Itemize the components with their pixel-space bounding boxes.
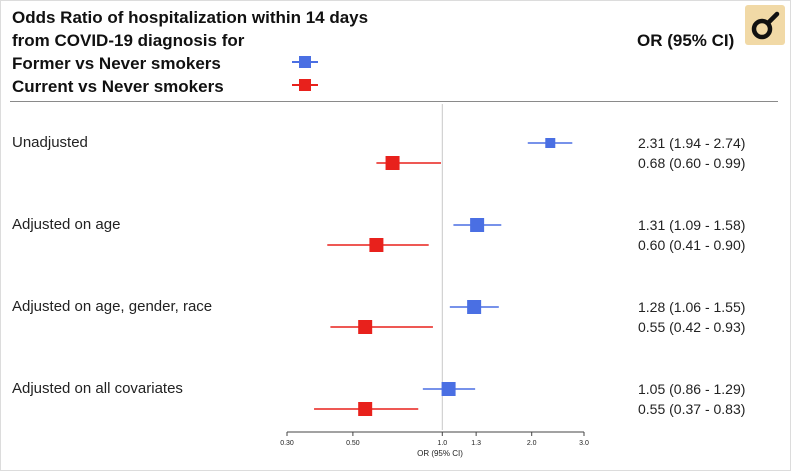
x-tick-label: 0.50 — [346, 440, 360, 447]
or-value-text: 1.28 (1.06 - 1.55) — [638, 299, 746, 315]
or-point — [358, 320, 373, 334]
or-value-text: 0.60 (0.41 - 0.90) — [638, 237, 746, 253]
magnifier-icon — [745, 5, 785, 45]
or-point — [545, 138, 556, 148]
chart-title-line-1: Odds Ratio of hospitalization within 14 … — [12, 8, 369, 27]
or-column-header: OR (95% CI) — [637, 31, 735, 50]
or-value-text: 0.68 (0.60 - 0.99) — [638, 155, 746, 171]
or-value-text: 0.55 (0.42 - 0.93) — [638, 319, 746, 335]
legend-label-former: Former vs Never smokers — [12, 54, 221, 73]
legend-swatch-box-former — [299, 56, 311, 68]
or-point — [470, 218, 485, 232]
header-separator — [10, 101, 778, 102]
row-label: Unadjusted — [12, 134, 88, 151]
chart-title-line-2: from COVID-19 diagnosis for — [12, 31, 245, 50]
x-tick-label: 1.3 — [471, 440, 481, 447]
x-tick-label: 2.0 — [527, 440, 537, 447]
or-value-text: 1.05 (0.86 - 1.29) — [638, 381, 746, 397]
legend-swatch-box-current — [299, 79, 311, 91]
or-value-text: 0.55 (0.37 - 0.83) — [638, 401, 746, 417]
or-point — [369, 238, 384, 252]
legend-label-current: Current vs Never smokers — [12, 77, 224, 96]
or-value-text: 1.31 (1.09 - 1.58) — [638, 217, 746, 233]
or-point — [467, 300, 482, 314]
or-point — [441, 382, 456, 396]
x-tick-label: 0.30 — [280, 440, 294, 447]
row-label: Adjusted on age — [12, 216, 121, 233]
x-tick-label: 3.0 — [579, 440, 589, 447]
x-axis-title: OR (95% CI) — [417, 449, 463, 458]
or-value-text: 2.31 (1.94 - 2.74) — [638, 135, 746, 151]
row-label: Adjusted on all covariates — [12, 380, 183, 397]
or-point — [385, 156, 400, 170]
or-point — [358, 402, 373, 416]
row-label: Adjusted on age, gender, race — [12, 298, 213, 315]
x-tick-label: 1.0 — [437, 440, 447, 447]
